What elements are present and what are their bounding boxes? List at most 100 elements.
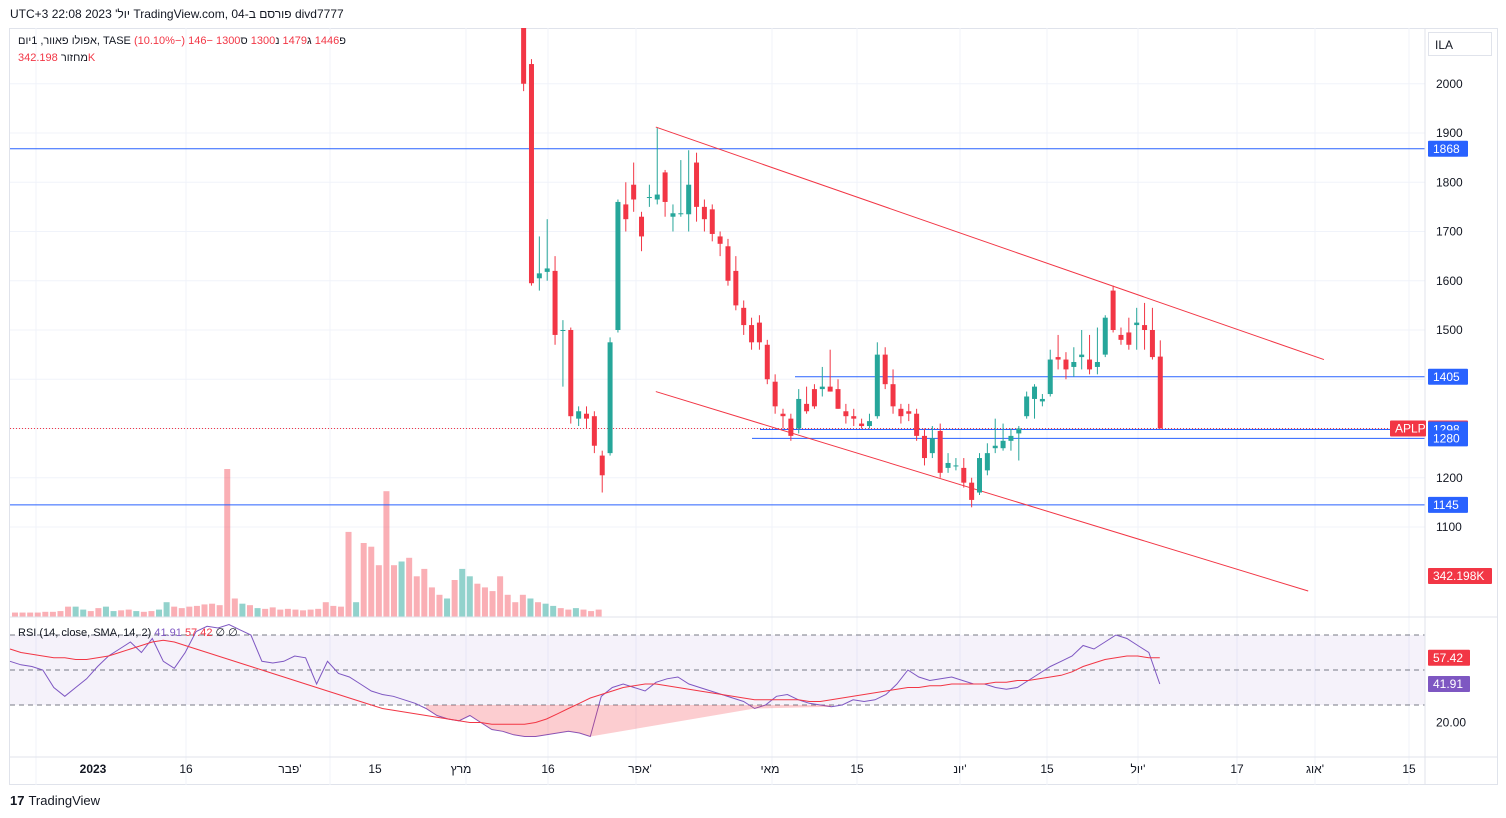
candle-body [717, 236, 723, 244]
level-price-tag: 1405 [1428, 368, 1468, 385]
y-tick-label: 1900 [1436, 126, 1463, 140]
candle-body [780, 413, 786, 417]
candle-body [607, 342, 613, 454]
candle-body [1087, 359, 1093, 370]
candle-body [528, 64, 534, 284]
volume-bar [580, 609, 587, 617]
x-tick-label: אוג' [1306, 762, 1324, 776]
volume-bar [436, 594, 443, 617]
volume-bar [572, 608, 579, 617]
volume-bar [254, 608, 261, 617]
volume-bar [527, 598, 534, 617]
candle-body [686, 184, 692, 215]
rsi-sma-line [9, 639, 1160, 725]
volume-bar [87, 611, 94, 617]
symbol-legend: אפולו פאוור, 1יום, TASE פ1446 ג1479 נ130… [18, 35, 346, 47]
candle-body [984, 453, 990, 471]
rsi-tick-label: 20.00 [1436, 716, 1466, 730]
candle-body [851, 416, 857, 419]
rsi-sma-value: 57.42 [184, 627, 213, 639]
candle-body [796, 398, 802, 429]
candle-body [536, 273, 542, 279]
candle-body [756, 322, 762, 343]
candle-body [1142, 325, 1148, 330]
volume-bar [565, 609, 572, 617]
candle-body [615, 201, 621, 330]
y-tick-label: 1200 [1436, 471, 1463, 485]
volume-bar [19, 612, 26, 617]
volume-bar [102, 606, 109, 617]
candle-body [725, 246, 731, 281]
candle-body [819, 386, 825, 390]
candle-body [937, 430, 943, 473]
candle-body [929, 438, 935, 454]
volume-bar [110, 611, 117, 617]
close-label: ס [240, 35, 248, 47]
x-tick-label: אפר' [628, 762, 652, 776]
candle-body [811, 389, 817, 407]
volume-bar [391, 565, 397, 617]
volume-bar [481, 587, 488, 617]
rsi-sma-tag-text: 57.42 [1433, 651, 1463, 665]
candle-body [866, 421, 872, 427]
x-tick-label: מאי [761, 762, 780, 776]
volume-bar [186, 606, 193, 617]
candle-body [749, 325, 755, 343]
low-label: נ [275, 35, 280, 47]
volume-bar [398, 561, 405, 617]
candle-body [1032, 386, 1038, 399]
x-tick-label: 15 [850, 762, 864, 776]
candle-body [599, 455, 605, 476]
candle-body [654, 194, 660, 200]
volume-bar [588, 611, 595, 617]
candle-body [623, 204, 629, 220]
candle-body [882, 354, 888, 385]
volume-bar [80, 609, 87, 617]
x-tick-label: 15 [1402, 762, 1416, 776]
volume-bar [284, 608, 291, 617]
volume-bar [156, 609, 163, 617]
volume-bar [444, 598, 451, 617]
tradingview-logo[interactable]: 17 TradingView [10, 793, 100, 808]
volume-bar [239, 603, 246, 617]
volume-bar [292, 609, 299, 617]
change-value: −146 (−10.10%) [133, 35, 213, 47]
volume-bar [557, 608, 564, 617]
volume-bar [330, 605, 337, 617]
currency-selector[interactable]: ILA [1428, 32, 1492, 56]
candle-body [1024, 396, 1030, 417]
candle-body [709, 209, 715, 234]
trendlines [655, 126, 1325, 592]
volume-bar [307, 609, 314, 617]
y-tick-label: 1600 [1436, 274, 1463, 288]
x-tick-label: 16 [179, 762, 193, 776]
candle-body [772, 381, 778, 407]
volume-bar [550, 605, 557, 617]
volume-bar [95, 608, 102, 617]
candle-body [1071, 362, 1077, 367]
candle-body [764, 344, 770, 380]
x-tick-label: יול' [1131, 762, 1146, 776]
volume-bars [12, 469, 602, 617]
x-tick-label: 15 [1040, 762, 1054, 776]
candle-body [914, 413, 920, 436]
level-price-tag: 1280 [1428, 430, 1468, 447]
rsi-value-tag-text: 41.91 [1433, 677, 1463, 691]
chart-frame [9, 28, 1498, 785]
volume-bar [12, 612, 18, 617]
candle-body [670, 213, 676, 217]
candle-body [977, 458, 982, 493]
candle-body [859, 423, 865, 427]
volume-bar [497, 576, 504, 617]
level-price-tag-bg [1428, 496, 1468, 513]
symbol-tag: APLP [1390, 420, 1426, 437]
volume-bar [163, 602, 170, 617]
low-value: 1300 [250, 35, 276, 47]
volume-bar [34, 612, 41, 617]
candle-body [1134, 322, 1140, 326]
candle-body [733, 270, 739, 306]
volume-bar [428, 587, 435, 617]
candle-body [788, 418, 794, 436]
candle-body [1039, 398, 1045, 402]
